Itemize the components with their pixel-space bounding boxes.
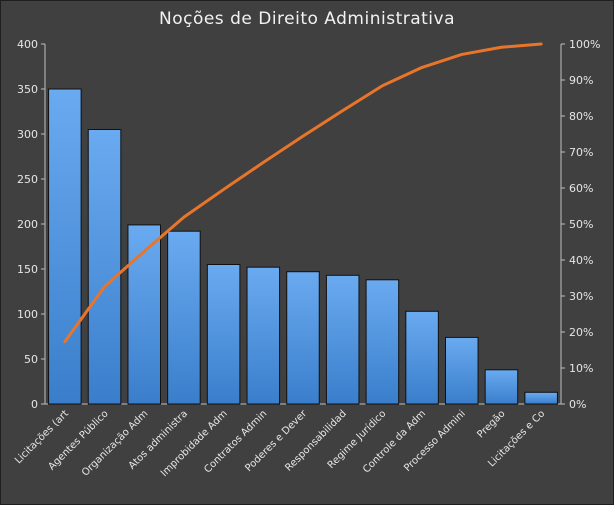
- bar: [286, 271, 320, 405]
- y-tick-label: 400: [17, 38, 38, 51]
- y-tick-label: 100: [17, 308, 38, 321]
- y2-tick-label: 10%: [569, 362, 593, 375]
- bar: [524, 391, 558, 405]
- bar: [127, 224, 162, 405]
- y-tick-label: 50: [24, 353, 38, 366]
- y-tick-label: 150: [17, 263, 38, 276]
- x-tick-label: Improbidade Adm: [159, 408, 230, 479]
- y-tick-label: 350: [17, 83, 38, 96]
- bar: [444, 336, 479, 405]
- y2-tick-label: 50%: [569, 218, 593, 231]
- y-tick-label: 200: [17, 218, 38, 231]
- y2-tick-label: 20%: [569, 326, 593, 339]
- y-tick-label: 0: [31, 398, 38, 411]
- y2-tick-label: 0%: [569, 398, 586, 411]
- bar: [48, 88, 82, 405]
- x-tick-label: Pregão: [475, 408, 507, 440]
- y2-tick-label: 90%: [569, 74, 593, 87]
- bar: [246, 266, 281, 405]
- y2-tick-label: 60%: [569, 182, 593, 195]
- y2-tick-label: 40%: [569, 254, 593, 267]
- bar: [206, 264, 241, 405]
- x-tick-label: Organização Adm: [80, 408, 150, 478]
- y2-tick-label: 70%: [569, 146, 593, 159]
- y2-tick-label: 100%: [569, 38, 600, 51]
- y2-tick-label: 30%: [569, 290, 593, 303]
- bar: [167, 230, 201, 405]
- bar: [87, 129, 122, 405]
- chart-title: Noções de Direito Administrativa: [158, 9, 456, 29]
- y2-tick-label: 80%: [569, 110, 593, 123]
- y-tick-label: 250: [17, 173, 38, 186]
- bar: [325, 274, 360, 405]
- bar: [405, 310, 439, 405]
- y-tick-label: 300: [17, 128, 38, 141]
- bar: [365, 279, 400, 405]
- bar: [484, 369, 519, 405]
